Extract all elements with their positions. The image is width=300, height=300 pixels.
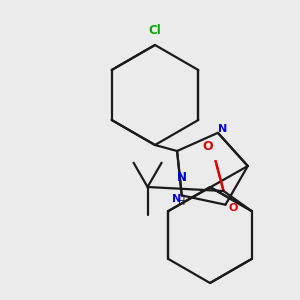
Text: H: H bbox=[178, 197, 185, 207]
Text: O: O bbox=[202, 140, 213, 153]
Text: O: O bbox=[229, 203, 238, 213]
Text: Cl: Cl bbox=[148, 24, 161, 37]
Text: N: N bbox=[218, 124, 227, 134]
Text: N: N bbox=[172, 194, 182, 204]
Text: N: N bbox=[177, 171, 187, 184]
